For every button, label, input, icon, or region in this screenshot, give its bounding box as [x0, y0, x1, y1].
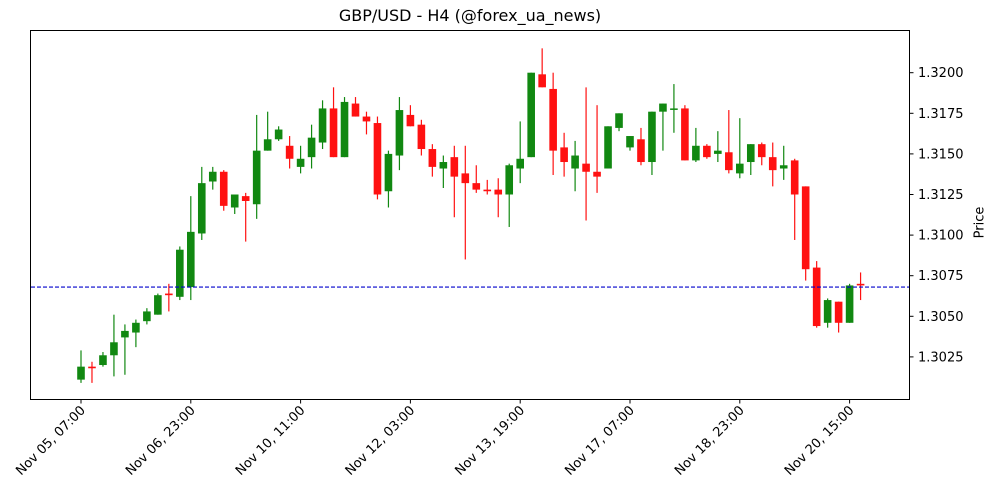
chart-title: GBP/USD - H4 (@forex_ua_news) — [338, 6, 602, 25]
y-tick-label: 1.3125 — [918, 188, 964, 203]
plot-frame — [30, 30, 910, 400]
x-tick-label: Nov 17, 07:00 — [562, 403, 638, 479]
candle — [230, 194, 239, 214]
candle — [725, 110, 733, 174]
candle — [329, 87, 338, 158]
candle — [154, 293, 162, 315]
candle — [296, 145, 305, 174]
candle — [801, 186, 810, 281]
candle — [351, 97, 360, 117]
candle — [318, 100, 327, 150]
candle — [670, 84, 678, 133]
candle — [88, 361, 96, 383]
candle — [856, 272, 865, 301]
candle — [450, 145, 459, 218]
candle — [823, 298, 832, 328]
candle — [736, 118, 744, 179]
candle — [406, 105, 415, 127]
x-tick-label: Nov 12, 03:00 — [343, 403, 419, 479]
x-tick-label: Nov 20, 15:00 — [782, 403, 858, 479]
candle — [779, 145, 788, 180]
y-tick-label: 1.3175 — [918, 107, 964, 122]
candle — [768, 142, 777, 187]
candle — [538, 48, 546, 88]
x-tick-label: Nov 18, 23:00 — [672, 403, 748, 479]
y-tick-label: 1.3050 — [918, 310, 964, 325]
candle — [252, 114, 261, 219]
candle — [582, 87, 590, 221]
candle — [176, 246, 184, 301]
candle — [373, 116, 382, 200]
candle — [285, 136, 294, 169]
candle — [439, 155, 448, 189]
candle — [395, 97, 404, 171]
candle — [790, 158, 799, 240]
x-tick-label: Nov 13, 19:00 — [453, 403, 529, 479]
candle — [637, 127, 645, 166]
candle — [472, 165, 481, 193]
candle — [494, 178, 503, 218]
candle — [417, 119, 426, 156]
candle — [219, 170, 228, 211]
candle — [165, 283, 173, 312]
candle — [384, 150, 393, 208]
y-axis: 1.3025 1.3050 1.3075 1.3100 1.3125 1.3150 1.31… — [909, 66, 964, 365]
candles-layer — [77, 48, 865, 383]
candle — [340, 97, 349, 158]
candle — [307, 124, 316, 169]
y-tick-label: 1.3025 — [918, 350, 964, 365]
candle — [714, 131, 722, 163]
candle — [757, 142, 766, 166]
candle — [549, 72, 557, 176]
candle — [263, 111, 272, 151]
y-tick-label: 1.3200 — [918, 66, 964, 81]
candle — [362, 111, 371, 135]
y-tick-label: 1.3100 — [918, 229, 964, 244]
candle — [241, 192, 250, 242]
candle — [560, 132, 568, 177]
x-tick-label: Nov 10, 11:00 — [233, 403, 309, 479]
candle — [110, 314, 118, 377]
candle — [208, 166, 217, 190]
candle — [121, 324, 129, 375]
candle — [834, 301, 843, 333]
candle — [571, 140, 579, 192]
candle — [692, 127, 700, 163]
y-tick-label: 1.3075 — [918, 269, 964, 284]
candle — [648, 111, 656, 176]
candle — [615, 113, 623, 132]
candle — [99, 352, 107, 367]
candle — [505, 163, 514, 227]
x-tick-label: Nov 06, 23:00 — [123, 403, 199, 479]
candle — [845, 283, 854, 323]
candle — [274, 126, 283, 141]
candle — [703, 144, 711, 159]
candle — [77, 350, 85, 383]
candle — [428, 144, 437, 177]
candle — [516, 121, 524, 184]
y-tick-label: 1.3150 — [918, 147, 964, 162]
candle — [143, 308, 151, 325]
candle — [132, 319, 140, 348]
candle — [659, 103, 667, 151]
candle — [604, 126, 612, 169]
candle — [527, 72, 535, 158]
y-axis-label: Price — [972, 206, 988, 239]
candle — [746, 144, 755, 176]
candle — [812, 261, 821, 328]
candle — [483, 179, 492, 195]
candle — [593, 105, 601, 193]
candle — [461, 145, 470, 260]
candle — [187, 196, 195, 301]
candle — [197, 166, 206, 240]
x-tick-label: Nov 05, 07:00 — [13, 403, 89, 479]
candle — [626, 136, 634, 151]
candle — [681, 105, 689, 161]
x-axis: Nov 05, 07:00 Nov 06, 23:00 Nov 10, 11:00 N… — [13, 399, 858, 479]
